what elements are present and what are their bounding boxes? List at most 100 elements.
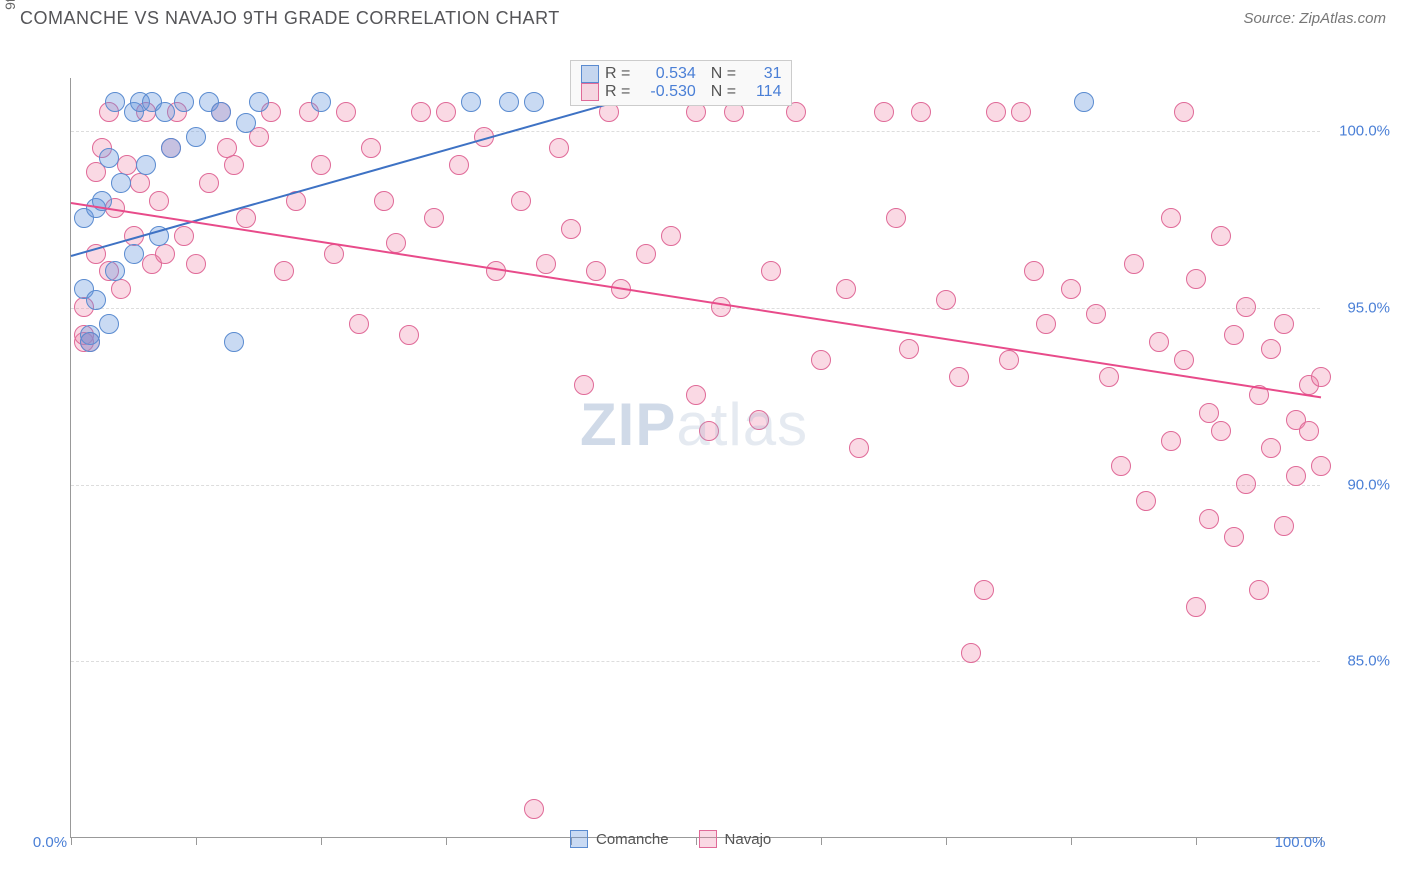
- x-tick-label: 100.0%: [1275, 834, 1326, 851]
- data-point-navajo: [1311, 367, 1331, 387]
- gridline: [71, 661, 1320, 662]
- data-point-navajo: [1199, 403, 1219, 423]
- data-point-navajo: [324, 244, 344, 264]
- stat-n-value: 114: [746, 83, 781, 101]
- data-point-comanche: [174, 92, 194, 112]
- data-point-comanche: [236, 113, 256, 133]
- data-point-comanche: [136, 155, 156, 175]
- data-point-navajo: [574, 375, 594, 395]
- data-point-navajo: [1224, 325, 1244, 345]
- x-tick: [446, 837, 447, 845]
- data-point-comanche: [99, 148, 119, 168]
- x-tick: [1196, 837, 1197, 845]
- chart-title: COMANCHE VS NAVAJO 9TH GRADE CORRELATION…: [20, 8, 560, 29]
- y-tick-label: 100.0%: [1330, 123, 1390, 140]
- data-point-navajo: [911, 102, 931, 122]
- data-point-navajo: [661, 226, 681, 246]
- data-point-navajo: [199, 173, 219, 193]
- data-point-navajo: [1274, 314, 1294, 334]
- chart-source: Source: ZipAtlas.com: [1243, 10, 1386, 27]
- data-point-navajo: [1261, 339, 1281, 359]
- data-point-navajo: [836, 279, 856, 299]
- x-tick: [196, 837, 197, 845]
- plot-region: 85.0%90.0%95.0%100.0%: [70, 78, 1320, 838]
- legend-swatch: [581, 83, 599, 101]
- data-point-navajo: [386, 233, 406, 253]
- data-point-navajo: [749, 410, 769, 430]
- data-point-navajo: [1099, 367, 1119, 387]
- data-point-comanche: [86, 290, 106, 310]
- data-point-comanche: [249, 92, 269, 112]
- x-tick: [821, 837, 822, 845]
- data-point-navajo: [349, 314, 369, 334]
- data-point-navajo: [486, 261, 506, 281]
- data-point-navajo: [1261, 438, 1281, 458]
- data-point-comanche: [105, 92, 125, 112]
- data-point-navajo: [374, 191, 394, 211]
- stat-r-label: R =: [605, 65, 635, 83]
- data-point-comanche: [211, 102, 231, 122]
- data-point-navajo: [1236, 474, 1256, 494]
- y-tick-label: 90.0%: [1330, 476, 1390, 493]
- data-point-navajo: [811, 350, 831, 370]
- data-point-navajo: [974, 580, 994, 600]
- data-point-navajo: [761, 261, 781, 281]
- data-point-navajo: [1224, 527, 1244, 547]
- data-point-comanche: [524, 92, 544, 112]
- data-point-comanche: [111, 173, 131, 193]
- data-point-navajo: [155, 244, 175, 264]
- data-point-navajo: [1174, 350, 1194, 370]
- data-point-navajo: [1149, 332, 1169, 352]
- data-point-navajo: [936, 290, 956, 310]
- data-point-navajo: [874, 102, 894, 122]
- data-point-navajo: [236, 208, 256, 228]
- x-tick: [1071, 837, 1072, 845]
- data-point-navajo: [1161, 208, 1181, 228]
- data-point-navajo: [1249, 580, 1269, 600]
- data-point-navajo: [961, 643, 981, 663]
- data-point-comanche: [499, 92, 519, 112]
- x-tick: [71, 837, 72, 845]
- stat-n-label: N =: [702, 65, 741, 83]
- data-point-navajo: [1274, 516, 1294, 536]
- legend-label: Comanche: [596, 831, 669, 848]
- data-point-navajo: [1211, 226, 1231, 246]
- data-point-navajo: [586, 261, 606, 281]
- chart-header: COMANCHE VS NAVAJO 9TH GRADE CORRELATION…: [0, 0, 1406, 33]
- data-point-navajo: [986, 102, 1006, 122]
- data-point-comanche: [1074, 92, 1094, 112]
- data-point-navajo: [999, 350, 1019, 370]
- data-point-navajo: [311, 155, 331, 175]
- data-point-navajo: [1174, 102, 1194, 122]
- data-point-navajo: [1236, 297, 1256, 317]
- stat-r-value: 0.534: [641, 65, 696, 83]
- data-point-navajo: [361, 138, 381, 158]
- x-tick: [946, 837, 947, 845]
- stats-row-comanche: R = 0.534 N = 31: [581, 65, 781, 83]
- data-point-navajo: [511, 191, 531, 211]
- data-point-comanche: [311, 92, 331, 112]
- data-point-navajo: [1311, 456, 1331, 476]
- stat-r-value: -0.530: [641, 83, 696, 101]
- data-point-navajo: [711, 297, 731, 317]
- data-point-navajo: [1286, 466, 1306, 486]
- legend-swatch: [699, 830, 717, 848]
- legend-bottom: Comanche Navajo: [570, 830, 771, 848]
- data-point-navajo: [899, 339, 919, 359]
- stat-n-value: 31: [746, 65, 781, 83]
- data-point-comanche: [124, 244, 144, 264]
- data-point-comanche: [155, 102, 175, 122]
- data-point-comanche: [161, 138, 181, 158]
- x-tick: [321, 837, 322, 845]
- y-axis-label: 9th Grade: [2, 0, 18, 10]
- data-point-navajo: [1186, 597, 1206, 617]
- legend-item-navajo: Navajo: [699, 830, 772, 848]
- data-point-navajo: [274, 261, 294, 281]
- data-point-navajo: [549, 138, 569, 158]
- data-point-comanche: [224, 332, 244, 352]
- data-point-comanche: [461, 92, 481, 112]
- data-point-navajo: [636, 244, 656, 264]
- x-tick-label: 0.0%: [33, 834, 67, 851]
- y-tick-label: 85.0%: [1330, 653, 1390, 670]
- data-point-navajo: [186, 254, 206, 274]
